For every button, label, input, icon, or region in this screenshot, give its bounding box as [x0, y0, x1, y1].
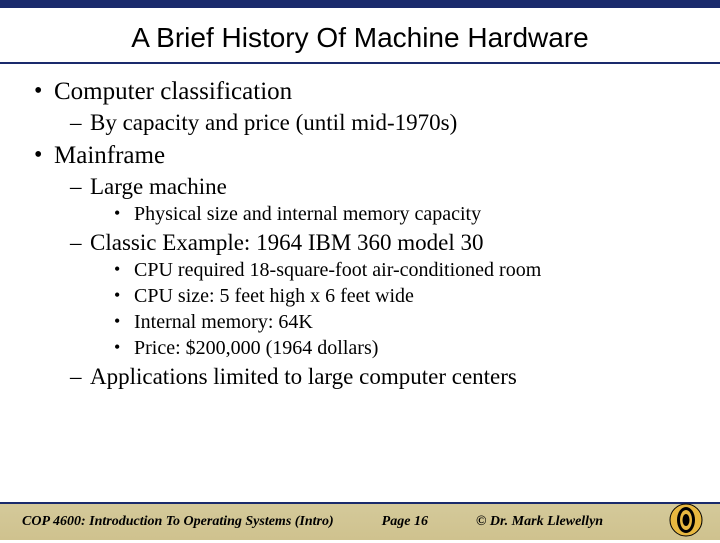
bullet-item: Physical size and internal memory capaci…: [118, 203, 700, 226]
bullet-text: Internal memory: 64K: [134, 311, 313, 333]
bullet-item: CPU size: 5 feet high x 6 feet wide: [118, 285, 700, 308]
bullet-text: Applications limited to large computer c…: [90, 364, 517, 389]
bullet-item: CPU required 18-square-foot air-conditio…: [118, 259, 700, 282]
bullet-text: Large machine: [90, 174, 227, 199]
bullet-list-level2: Large machine Physical size and internal…: [54, 174, 700, 390]
bullet-item: Mainframe Large machine Physical size an…: [38, 142, 700, 390]
slide-title: A Brief History Of Machine Hardware: [0, 8, 720, 58]
bullet-list-level3: CPU required 18-square-foot air-conditio…: [90, 259, 700, 360]
bullet-text: Classic Example: 1964 IBM 360 model 30: [90, 230, 484, 255]
bullet-text: Mainframe: [54, 142, 165, 169]
bullet-list-level3: Physical size and internal memory capaci…: [90, 203, 700, 226]
top-accent-bar: [0, 0, 720, 8]
bullet-item: Large machine Physical size and internal…: [74, 174, 700, 226]
bullet-item: Price: $200,000 (1964 dollars): [118, 337, 700, 360]
bullet-list-level1: Computer classification By capacity and …: [20, 78, 700, 390]
footer-course: COP 4600: Introduction To Operating Syst…: [0, 514, 334, 530]
bullet-text: CPU required 18-square-foot air-conditio…: [134, 259, 541, 281]
footer-bar: COP 4600: Introduction To Operating Syst…: [0, 502, 720, 540]
bullet-text: By capacity and price (until mid-1970s): [90, 110, 457, 135]
bullet-item: Computer classification By capacity and …: [38, 78, 700, 136]
ucf-logo-icon: [668, 502, 704, 538]
bullet-item: Internal memory: 64K: [118, 311, 700, 334]
bullet-item: By capacity and price (until mid-1970s): [74, 110, 700, 136]
footer-page: Page 16: [334, 514, 428, 530]
footer-author: © Dr. Mark Llewellyn: [428, 514, 603, 530]
bullet-item: Classic Example: 1964 IBM 360 model 30 C…: [74, 230, 700, 360]
bullet-text: Physical size and internal memory capaci…: [134, 203, 481, 225]
bullet-item: Applications limited to large computer c…: [74, 364, 700, 390]
slide-content: Computer classification By capacity and …: [0, 64, 720, 390]
bullet-text: CPU size: 5 feet high x 6 feet wide: [134, 285, 414, 307]
bullet-list-level2: By capacity and price (until mid-1970s): [54, 110, 700, 136]
bullet-text: Computer classification: [54, 78, 292, 105]
bullet-text: Price: $200,000 (1964 dollars): [134, 337, 378, 359]
